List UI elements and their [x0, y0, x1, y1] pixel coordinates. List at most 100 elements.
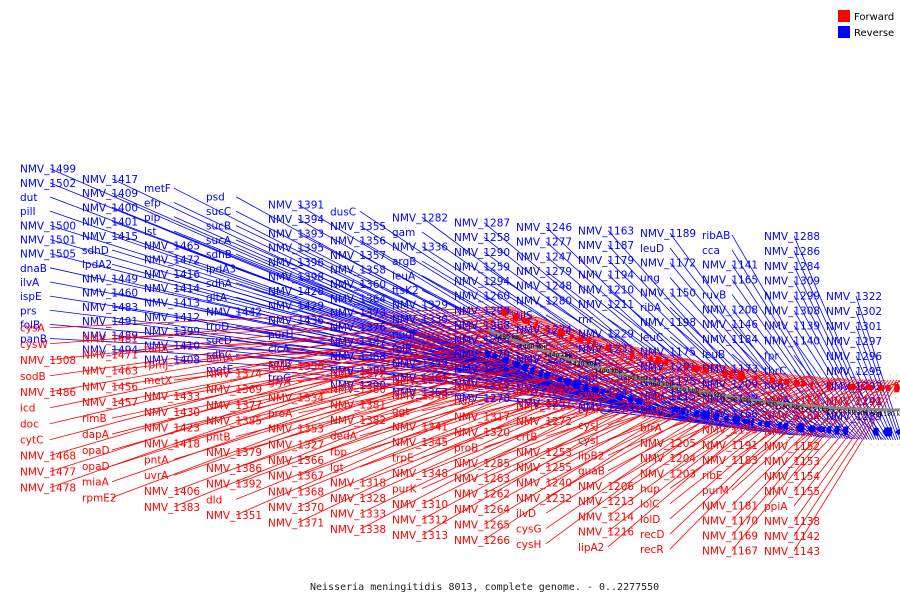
forward-feature[interactable]: [865, 384, 875, 391]
gene-label[interactable]: sdhD: [82, 245, 109, 257]
gene-label[interactable]: NMV_1260: [454, 291, 510, 303]
reverse-feature[interactable]: [882, 427, 892, 437]
gene-label[interactable]: NMV_1273: [578, 402, 634, 414]
gene-label[interactable]: lolC: [640, 499, 660, 511]
gene-label[interactable]: NMV_1351: [206, 510, 262, 522]
gene-label[interactable]: recR: [640, 544, 664, 556]
forward-feature[interactable]: [894, 383, 900, 393]
gene-label[interactable]: NMV_1255: [516, 462, 572, 474]
gene-label[interactable]: NMV_1330: [392, 314, 448, 326]
gene-label[interactable]: NMV_1198: [640, 317, 696, 329]
gene-label[interactable]: NMV_1287: [454, 218, 510, 230]
gene-label[interactable]: NMV_1406: [144, 486, 200, 498]
gene-label[interactable]: cca: [702, 245, 720, 257]
gene-label[interactable]: lipB2: [578, 450, 604, 462]
gene-label[interactable]: opaD: [82, 445, 110, 457]
gene-label[interactable]: efp: [144, 197, 161, 209]
forward-feature[interactable]: [663, 359, 669, 366]
gene-label[interactable]: NMV_1232: [516, 493, 572, 505]
gene-label[interactable]: NMV_1308: [764, 306, 820, 318]
gene-label[interactable]: NMV_1148: [702, 393, 758, 405]
gene-label[interactable]: fdx: [516, 369, 533, 381]
gene-label[interactable]: NMV_1477: [20, 467, 76, 479]
gene-label[interactable]: cysI: [578, 435, 599, 447]
gene-label[interactable]: NMV_1262: [454, 489, 510, 501]
gene-label[interactable]: NMV_1338: [330, 524, 386, 536]
gene-label[interactable]: hup: [640, 483, 660, 495]
gene-label[interactable]: NMV_1184: [702, 334, 758, 346]
forward-feature[interactable]: [585, 338, 591, 346]
gene-label[interactable]: NMV_1423: [144, 423, 200, 435]
reverse-feature[interactable]: [634, 397, 644, 406]
gene-label[interactable]: pntB: [206, 431, 231, 443]
gene-label[interactable]: NMV_1142: [764, 531, 820, 543]
gene-label[interactable]: NMV_1209: [702, 379, 758, 391]
gene-label[interactable]: NMV_1417: [82, 174, 138, 186]
gene-label[interactable]: cysJ: [578, 420, 599, 432]
gene-label[interactable]: NMV_1465: [144, 240, 200, 252]
gene-label[interactable]: gltA: [206, 292, 228, 304]
reverse-feature[interactable]: [763, 420, 771, 428]
gene-label[interactable]: gam: [392, 227, 415, 239]
gene-label[interactable]: sucC: [206, 206, 231, 218]
gene-label[interactable]: metX: [144, 375, 172, 387]
gene-label[interactable]: NMV_1341: [392, 421, 448, 433]
forward-feature[interactable]: [556, 329, 566, 338]
gene-label[interactable]: rlmB: [82, 413, 107, 425]
gene-label[interactable]: hom: [764, 380, 787, 392]
gene-label[interactable]: thrC: [764, 365, 786, 377]
gene-label[interactable]: NMV_1398: [268, 272, 324, 284]
gene-label[interactable]: lipA2: [578, 542, 604, 554]
gene-label[interactable]: NMV_1357: [330, 250, 386, 262]
gene-label[interactable]: NMV_1345: [392, 437, 448, 449]
gene-label[interactable]: NMV_1152: [764, 441, 820, 453]
gene-label[interactable]: NMV_1355: [330, 221, 386, 233]
gene-label[interactable]: NMV_1436: [268, 315, 324, 327]
reverse-feature[interactable]: [582, 383, 589, 391]
gene-label[interactable]: NMV_1364: [330, 293, 386, 305]
forward-feature[interactable]: [629, 349, 635, 359]
gene-label[interactable]: bfrA: [640, 423, 663, 435]
gene-label[interactable]: NMV_1178: [640, 376, 696, 388]
gene-label[interactable]: folB: [392, 343, 412, 355]
gene-label[interactable]: NMV_1281: [516, 383, 572, 395]
reverse-feature[interactable]: [501, 356, 510, 365]
gene-label[interactable]: pip: [144, 212, 161, 224]
reverse-feature[interactable]: [833, 425, 840, 435]
gene-label[interactable]: NMV_1215: [640, 391, 696, 403]
gene-label[interactable]: lon: [702, 394, 718, 406]
gene-label[interactable]: NMV_1391: [268, 199, 324, 211]
gene-label[interactable]: NMV_1428: [268, 286, 324, 298]
reverse-feature[interactable]: [712, 412, 720, 422]
gene-label[interactable]: NMV_1279: [516, 266, 572, 278]
gene-label[interactable]: ppiA: [764, 501, 788, 513]
gene-label[interactable]: NMV_1214: [578, 511, 634, 523]
gene-label[interactable]: dapA: [82, 429, 110, 441]
forward-feature[interactable]: [769, 377, 776, 384]
reverse-feature[interactable]: [616, 392, 624, 401]
gene-label[interactable]: recD: [640, 529, 664, 541]
gene-label[interactable]: NMV_1203: [640, 468, 696, 480]
reverse-feature[interactable]: [795, 423, 805, 433]
gene-label[interactable]: NMV_1478: [20, 483, 76, 495]
gene-label[interactable]: NMV_1295: [826, 366, 882, 378]
gene-label[interactable]: tilS: [516, 310, 533, 322]
gene-label[interactable]: argB: [392, 256, 416, 268]
gene-label[interactable]: hda: [454, 396, 474, 408]
gene-label[interactable]: lpdA3: [206, 264, 236, 276]
gene-label[interactable]: NMV_1508: [20, 355, 76, 367]
gene-label[interactable]: NMV_1208: [702, 304, 758, 316]
gene-label[interactable]: NMV_1157: [764, 426, 820, 438]
gene-label[interactable]: trpD: [206, 321, 229, 333]
gene-label[interactable]: NMV_1468: [20, 451, 76, 463]
reverse-feature[interactable]: [591, 386, 600, 394]
gene-label[interactable]: NMV_1376: [330, 322, 386, 334]
gene-label[interactable]: NMV_1472: [144, 255, 200, 267]
gene-label[interactable]: NMV_1266: [454, 535, 510, 547]
gene-label[interactable]: NMV_1336: [392, 241, 448, 253]
gene-label[interactable]: NMV_1500: [20, 220, 76, 232]
gene-label[interactable]: dedA: [330, 431, 358, 443]
gene-label[interactable]: NMV_1414: [144, 283, 200, 295]
gene-label[interactable]: NMV_1146: [702, 319, 758, 331]
gene-label[interactable]: metE: [206, 364, 233, 376]
